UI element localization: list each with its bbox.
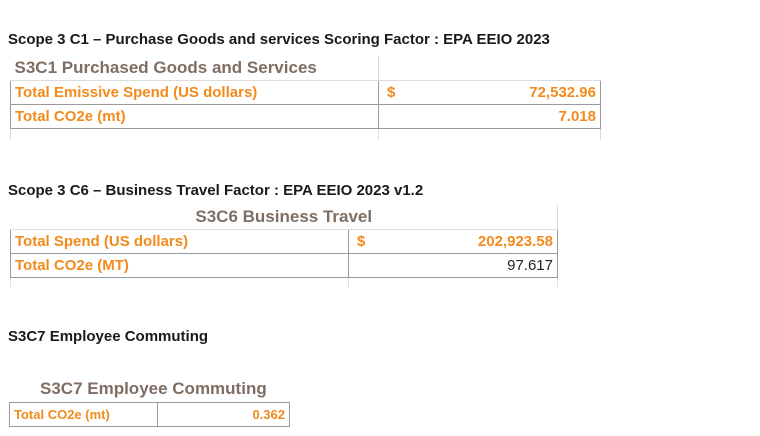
total-co2e-label: Total CO2e (MT)	[10, 252, 349, 278]
s3c6-table-title: S3C6 Business Travel	[10, 205, 558, 230]
section3-heading: S3C7 Employee Commuting	[8, 328, 209, 345]
empty-cell	[348, 276, 558, 287]
section2-heading: Scope 3 C6 – Business Travel Factor : EP…	[8, 182, 424, 199]
total-co2e-label: Total CO2e (mt)	[9, 402, 158, 427]
total-co2e-value: 97.617	[348, 252, 558, 278]
empty-cell	[378, 56, 601, 81]
s3c7-table: Total CO2e (mt) 0.362	[9, 402, 290, 427]
s3c7-table-title: S3C7 Employee Commuting	[40, 379, 267, 398]
s3c1-table: S3C1 Purchased Goods and Services Total …	[10, 56, 601, 140]
empty-cell	[378, 127, 601, 140]
empty-cell	[10, 127, 379, 140]
s3c6-table: S3C6 Business Travel Total Spend (US dol…	[10, 205, 558, 287]
total-emissive-spend-value: 72,532.96	[529, 83, 596, 101]
total-co2e-value: 0.362	[157, 402, 290, 427]
section1-heading: Scope 3 C1 – Purchase Goods and services…	[8, 31, 550, 48]
total-emissive-spend-value-cell: $ 72,532.96	[378, 79, 601, 105]
currency-symbol: $	[387, 83, 396, 101]
currency-symbol: $	[357, 232, 366, 250]
total-co2e-value: 7.018	[378, 103, 601, 129]
total-spend-value: 202,923.58	[477, 232, 553, 250]
empty-cell	[10, 276, 349, 287]
total-spend-value-cell: $ 202,923.58	[348, 228, 558, 254]
total-emissive-spend-label: Total Emissive Spend (US dollars)	[10, 79, 379, 105]
total-co2e-label: Total CO2e (mt)	[10, 103, 379, 129]
total-spend-label: Total Spend (US dollars)	[10, 228, 349, 254]
s3c1-table-title: S3C1 Purchased Goods and Services	[10, 56, 379, 81]
